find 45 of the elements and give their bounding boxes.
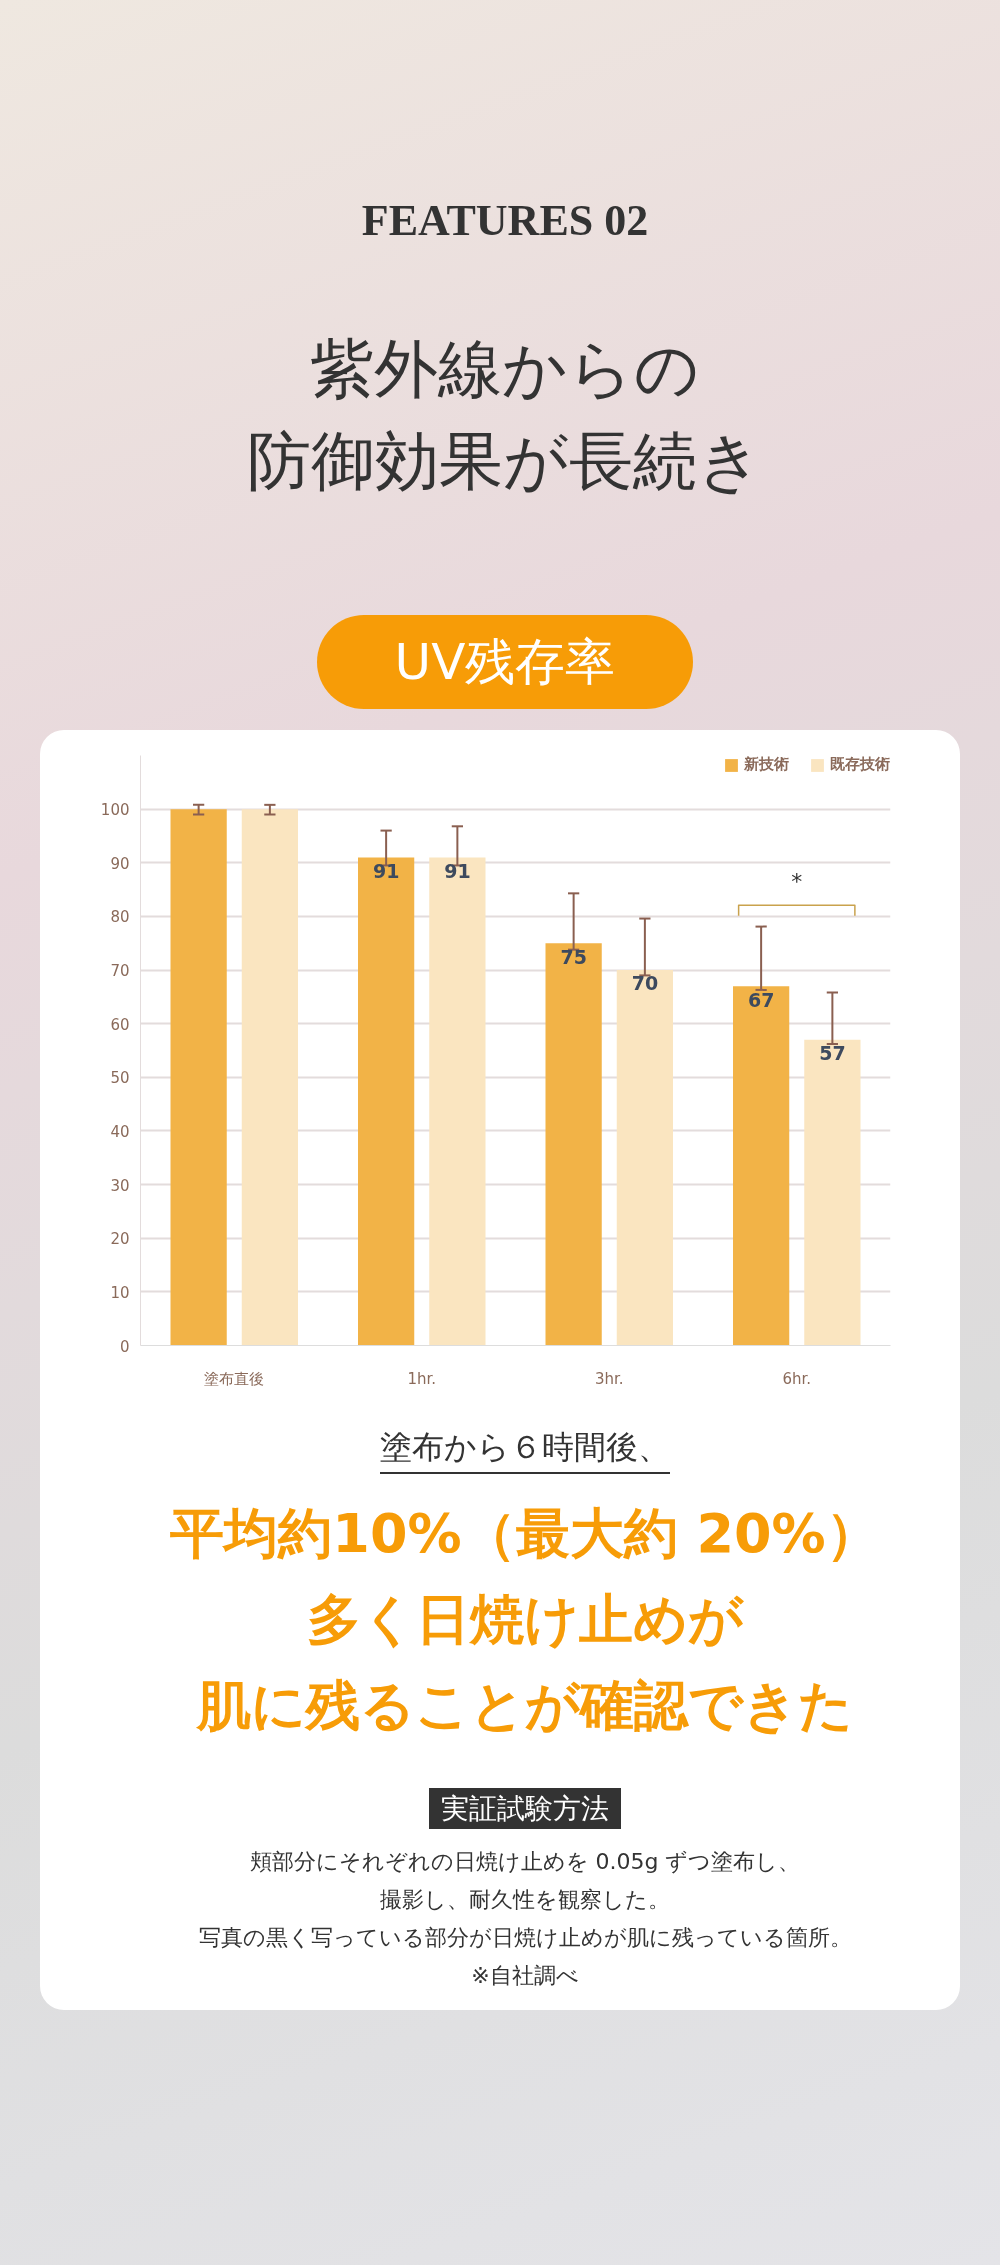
data-label: 91: [444, 859, 471, 882]
text: 肌に残ることが確認できた: [197, 1673, 853, 1737]
legend-label: 新技術: [744, 755, 789, 774]
y-tick-label: 90: [110, 854, 130, 873]
y-tick-label: 0: [119, 1337, 130, 1356]
y-tick-label: 50: [110, 1069, 130, 1088]
y-tick-label: 60: [110, 1015, 130, 1034]
text: 撮影し、耐久性を観察した。: [380, 1886, 670, 1912]
y-tick-label: 100: [100, 801, 130, 820]
text: FEATURES 02: [360, 195, 650, 247]
text: 防御効果が長続き: [247, 423, 763, 498]
text: 実証試験方法: [429, 1787, 621, 1829]
chart-title: UV残存率: [317, 615, 693, 709]
y-tick-label: 70: [110, 962, 130, 981]
bar: [733, 986, 790, 1346]
text: 塗布から６時間後、: [380, 1428, 670, 1474]
bar: [804, 1039, 861, 1346]
bar: [358, 857, 415, 1346]
data-label: 67: [747, 988, 775, 1011]
y-tick-label: 30: [110, 1176, 130, 1195]
y-tick-label: 10: [110, 1283, 130, 1302]
bar: [616, 970, 673, 1346]
bar: [170, 809, 227, 1346]
text: 頬部分にそれぞれの日焼け止めを 0.05g ずつ塗布し、: [249, 1848, 801, 1874]
data-label: 75: [560, 945, 587, 968]
bar: [429, 857, 486, 1346]
x-tick-label: 1hr.: [407, 1369, 437, 1388]
x-tick-label: 塗布直後: [204, 1369, 265, 1388]
text: 紫外線からの: [310, 331, 700, 406]
y-tick-label: 40: [110, 1122, 130, 1141]
x-tick-label: 3hr.: [594, 1369, 624, 1388]
data-label: 70: [631, 972, 659, 995]
y-tick-label: 20: [110, 1230, 130, 1249]
legend-label: 既存技術: [830, 755, 890, 774]
annotation: *: [791, 869, 803, 895]
data-label: 57: [819, 1042, 846, 1065]
bar: [241, 809, 298, 1346]
data-label: 91: [372, 859, 400, 882]
x-tick-label: 6hr.: [782, 1369, 812, 1388]
text: ※自社調べ: [471, 1962, 579, 1988]
text: 多く日焼け止めが: [307, 1587, 743, 1651]
text: 平均約10%（最大約 20%）: [170, 1501, 880, 1565]
text: 写真の黒く写っている部分が日焼け止めが肌に残っている箇所。: [198, 1924, 852, 1950]
y-tick-label: 80: [110, 908, 130, 927]
bar: [545, 943, 602, 1346]
